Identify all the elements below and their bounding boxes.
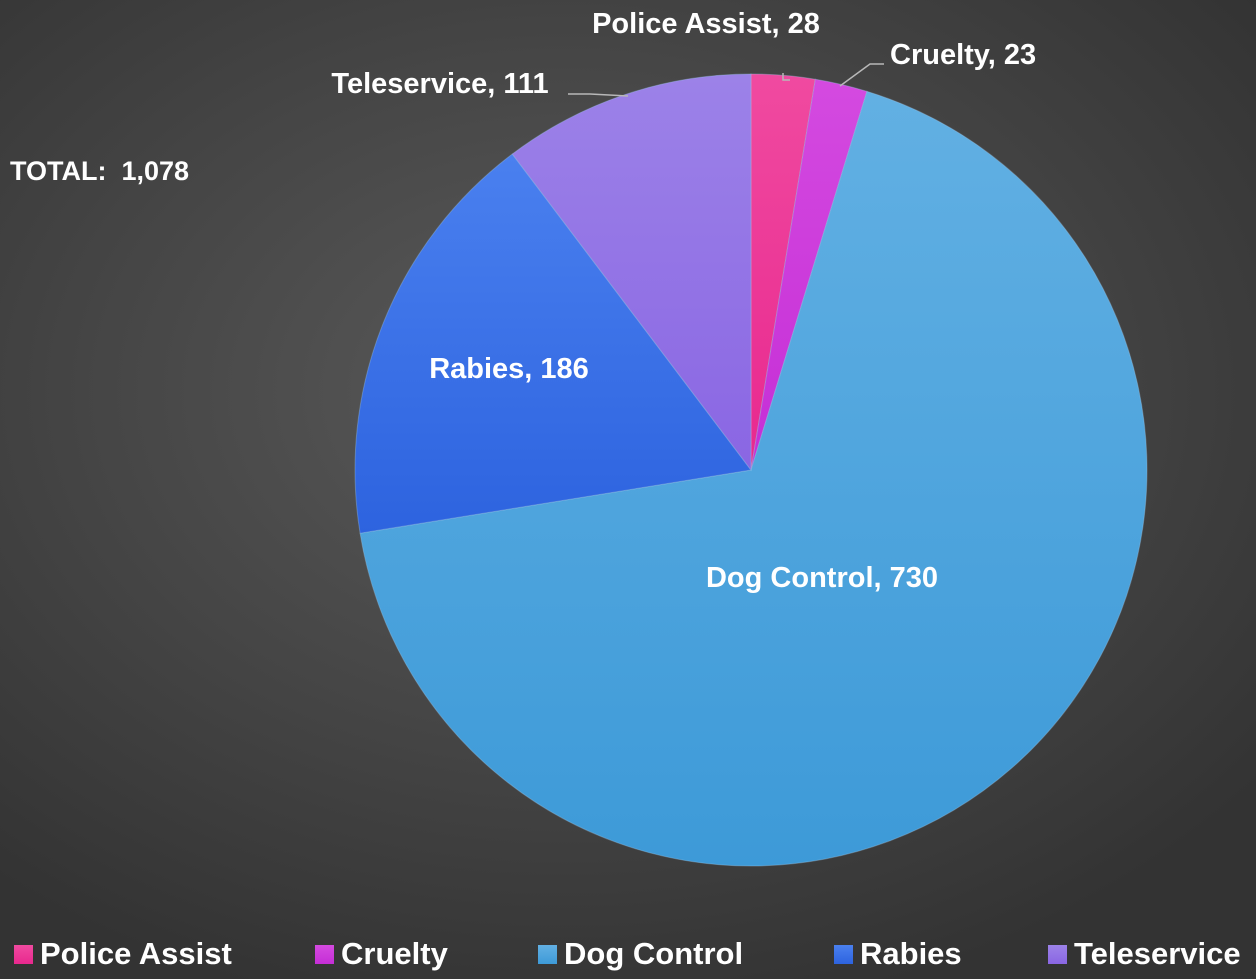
pie-slice-rabies [354, 153, 752, 534]
legend-item-dog-control: Dog Control [538, 936, 743, 972]
legend-swatch [14, 944, 33, 964]
legend-item-teleservice: Teleservice [1048, 936, 1241, 972]
leader-lines [568, 63, 884, 97]
legend-item-cruelty: Cruelty [315, 936, 448, 972]
pie-slice-teleservice [511, 73, 752, 472]
legend-swatch [834, 944, 853, 964]
legend-label: Rabies [860, 936, 962, 971]
leader-line-police-assist [782, 73, 790, 81]
legend-label: Cruelty [341, 936, 448, 971]
data-label-dog-control: Dog Control, 730 [706, 562, 938, 594]
leader-line-teleservice [568, 93, 629, 97]
total-annotation: TOTAL: 1,078 [10, 156, 190, 186]
legend-swatch [315, 944, 334, 964]
leader-line-cruelty [839, 63, 884, 87]
legend-item-police-assist: Police Assist [14, 936, 232, 972]
legend-label: Police Assist [40, 936, 232, 971]
legend-swatch [538, 944, 557, 964]
data-label-teleservice: Teleservice, 111 [331, 68, 548, 100]
pie-slice-dog-control [359, 90, 1148, 867]
legend-item-rabies: Rabies [834, 936, 962, 972]
pie-slices [354, 73, 1148, 867]
legend-label: Teleservice [1074, 936, 1241, 971]
chart-legend: Police Assist Cruelty Dog Control Rabies Tel… [0, 936, 1256, 979]
data-labels: Police Assist, 28 Cruelty, 23 Dog Control,… [331, 8, 1036, 594]
legend-swatch [1048, 944, 1067, 964]
data-label-cruelty: Cruelty, 23 [890, 39, 1036, 71]
legend-label: Dog Control [564, 936, 744, 971]
data-label-rabies: Rabies, 186 [429, 353, 589, 385]
data-label-police-assist: Police Assist, 28 [592, 8, 820, 40]
